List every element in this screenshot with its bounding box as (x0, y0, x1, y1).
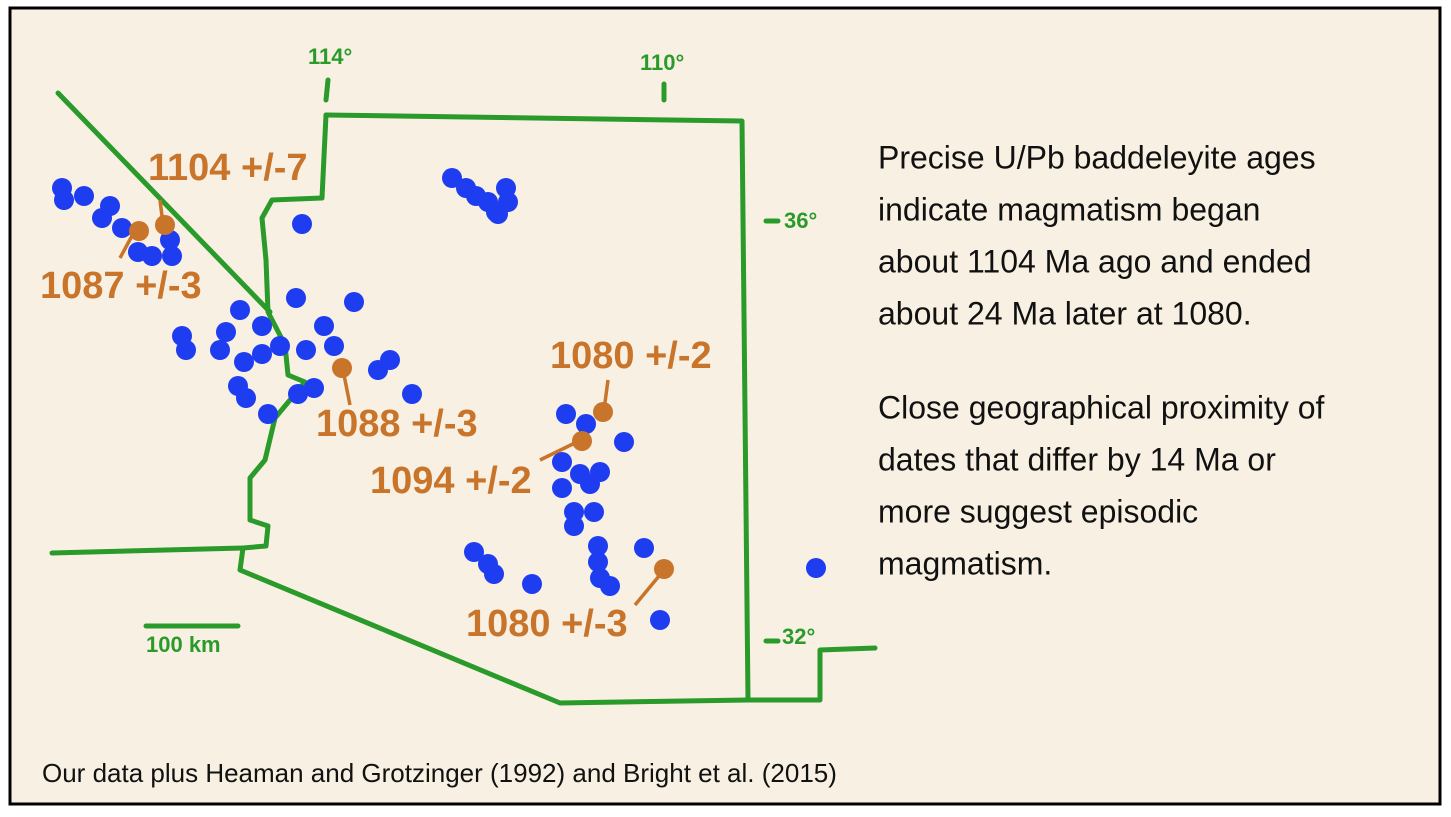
site-dot (552, 478, 572, 498)
text-line: indicate magmatism began (878, 191, 1260, 227)
site-dot (580, 474, 600, 494)
site-dot (258, 404, 278, 424)
text-line: Precise U/Pb baddeleyite ages (878, 139, 1316, 175)
site-dot (522, 574, 542, 594)
text-line: dates that differ by 14 Ma or (878, 441, 1276, 477)
site-dot (286, 288, 306, 308)
site-dot (654, 559, 674, 579)
site-dot (142, 246, 162, 266)
scale-label: 100 km (146, 632, 221, 657)
site-dot (230, 300, 250, 320)
site-dot (650, 610, 670, 630)
site-dot (584, 502, 604, 522)
site-dot (442, 168, 462, 188)
age-label: 1080 +/-3 (466, 603, 628, 645)
site-dot (270, 336, 290, 356)
west-border (240, 112, 329, 551)
site-dot (344, 292, 364, 312)
site-dot (402, 384, 422, 404)
site-dot (236, 388, 256, 408)
graticule-label: 110° (640, 50, 684, 75)
leader (118, 233, 135, 259)
text-line: about 24 Ma later at 1080. (878, 295, 1252, 331)
site-dot (588, 536, 608, 556)
age-label: 1080 +/-2 (550, 335, 712, 377)
site-dot (74, 186, 94, 206)
sample-sites (52, 168, 826, 630)
state-border (323, 112, 878, 703)
site-dot (234, 352, 254, 372)
site-dot (296, 340, 316, 360)
site-dot (634, 538, 654, 558)
graticule-label: 114° (308, 44, 352, 69)
graticule-label: 32° (782, 624, 815, 649)
south-border (49, 545, 751, 706)
site-dot (576, 414, 596, 434)
text-panel: Precise U/Pb baddeleyite ages indicate m… (878, 139, 1325, 581)
site-dot (380, 350, 400, 370)
site-dot (332, 358, 352, 378)
site-dot (155, 215, 175, 235)
age-label: 1094 +/-2 (370, 460, 532, 502)
graticule-label: 36° (784, 208, 817, 233)
text-line: more suggest episodic (878, 493, 1198, 529)
site-dot (304, 378, 324, 398)
dated-sites (129, 215, 674, 579)
site-dot (162, 246, 182, 266)
map: 114° 110° 36° 32° 100 km 1104 +/-7 1087 … (40, 44, 878, 706)
site-dot (556, 404, 576, 424)
site-dot (176, 340, 196, 360)
site-dot (216, 322, 236, 342)
site-dot (488, 204, 508, 224)
site-dot (464, 542, 484, 562)
age-label: 1104 +/-7 (148, 147, 308, 189)
site-dot (324, 336, 344, 356)
site-dot (588, 552, 608, 572)
site-dot (564, 502, 584, 522)
nevada-line (55, 90, 273, 315)
site-dot (252, 316, 272, 336)
site-dot (129, 221, 149, 241)
text-line: about 1104 Ma ago and ended (878, 243, 1312, 279)
age-label: 1087 +/-3 (40, 265, 202, 307)
site-dot (572, 431, 592, 451)
age-label: 1088 +/-3 (316, 403, 478, 445)
site-dot (564, 516, 584, 536)
meridian-tick (323, 77, 331, 103)
caption: Our data plus Heaman and Grotzinger (199… (42, 758, 837, 788)
site-dot (600, 576, 620, 596)
site-dot (552, 452, 572, 472)
site-dot (292, 214, 312, 234)
site-dot (806, 558, 826, 578)
site-dot (54, 190, 74, 210)
text-line: Close geographical proximity of (878, 389, 1325, 425)
site-dot (92, 208, 112, 228)
site-dot (112, 218, 132, 238)
site-dot (210, 340, 230, 360)
site-dot (288, 384, 308, 404)
text-line: magmatism. (878, 545, 1052, 581)
site-dot (614, 432, 634, 452)
site-dot (484, 564, 504, 584)
site-dot (252, 344, 272, 364)
site-dot (314, 316, 334, 336)
site-dot (593, 402, 613, 422)
